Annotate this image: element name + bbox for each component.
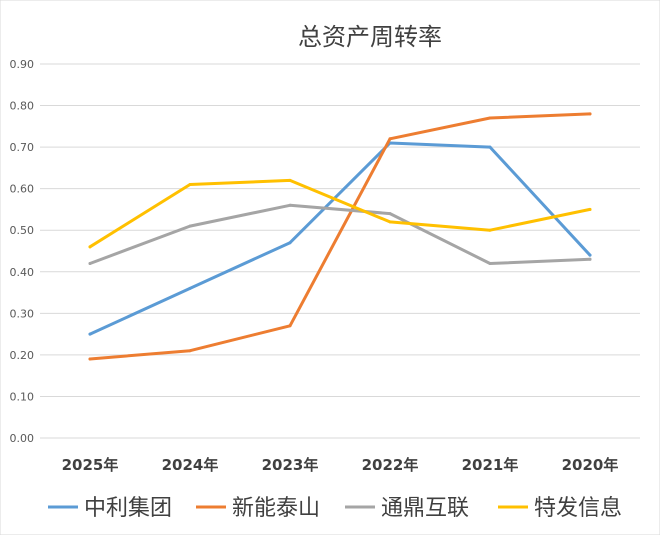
data-point (188, 286, 192, 290)
y-tick-label: 0.40 (10, 266, 35, 279)
x-tick-label: 2022年 (362, 456, 419, 474)
x-tick-label: 2025年 (62, 456, 119, 474)
data-point (88, 245, 92, 249)
series-line-1 (88, 112, 592, 361)
series-line-3 (88, 178, 592, 249)
data-point (88, 261, 92, 265)
y-tick-label: 0.70 (10, 141, 35, 154)
legend: 中利集团 新能泰山 通鼎互联 特发信息 (48, 496, 622, 521)
data-point (388, 212, 392, 216)
y-tick-label: 0.30 (10, 307, 35, 320)
data-point (188, 224, 192, 228)
series-line-2 (88, 203, 592, 265)
data-point (488, 116, 492, 120)
data-point (488, 261, 492, 265)
legend-label: 通鼎互联 (381, 496, 469, 521)
y-axis-ticks: 0.00 0.10 0.20 0.30 0.40 0.50 0.60 0.70 0.80 0.90 (10, 58, 35, 445)
data-point (288, 324, 292, 328)
data-point (588, 253, 592, 257)
data-point (88, 357, 92, 361)
y-tick-label: 0.90 (10, 58, 35, 71)
series-lines (88, 112, 592, 361)
data-point (288, 203, 292, 207)
y-tick-label: 0.20 (10, 349, 35, 362)
y-tick-label: 0.60 (10, 183, 35, 196)
legend-label: 特发信息 (534, 496, 622, 521)
y-tick-label: 0.10 (10, 390, 35, 403)
x-tick-label: 2021年 (462, 456, 519, 474)
chart-title: 总资产周转率 (298, 23, 442, 51)
x-tick-label: 2020年 (562, 456, 619, 474)
x-tick-label: 2023年 (262, 456, 319, 474)
data-point (188, 183, 192, 187)
data-point (588, 207, 592, 211)
data-point (388, 220, 392, 224)
y-tick-label: 0.00 (10, 432, 35, 445)
x-axis-ticks: 2025年 2024年 2023年 2022年 2021年 2020年 (62, 456, 619, 474)
y-tick-label: 0.80 (10, 100, 35, 113)
x-tick-label: 2024年 (162, 456, 219, 474)
legend-label: 中利集团 (84, 496, 172, 521)
data-point (88, 332, 92, 336)
data-point (588, 112, 592, 116)
data-point (288, 241, 292, 245)
data-point (488, 228, 492, 232)
data-point (388, 137, 392, 141)
data-point (488, 145, 492, 149)
data-point (288, 178, 292, 182)
y-tick-label: 0.50 (10, 224, 35, 237)
data-point (188, 349, 192, 353)
data-point (588, 257, 592, 261)
legend-label: 新能泰山 (232, 496, 320, 521)
series-line-0 (88, 141, 592, 336)
